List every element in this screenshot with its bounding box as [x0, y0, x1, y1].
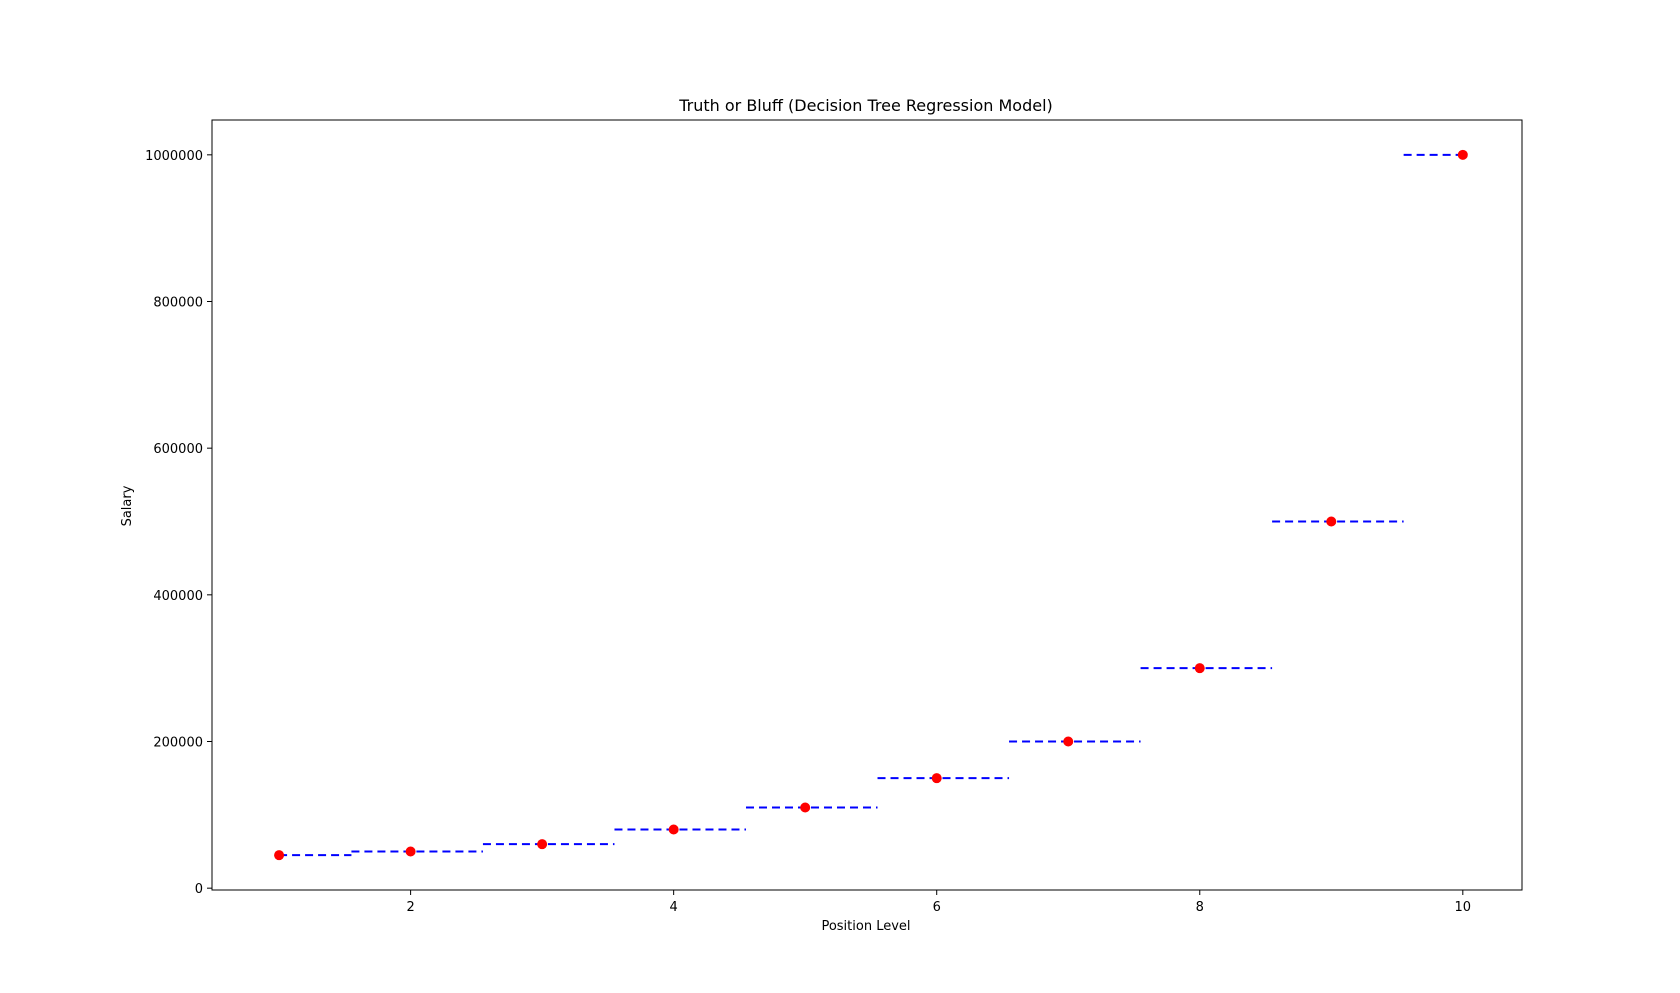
- x-tick-label: 4: [670, 900, 678, 915]
- plot-frame: [211, 119, 1523, 891]
- y-tick-label: 1000000: [145, 149, 203, 164]
- data-point: [1457, 149, 1468, 160]
- x-tick-label: 8: [1196, 900, 1204, 915]
- data-point: [537, 839, 548, 850]
- data-point: [1194, 663, 1205, 674]
- x-axis: 2 4 6 8 10: [406, 890, 1471, 915]
- y-tick-label: 200000: [153, 736, 203, 751]
- x-tick-label: 2: [406, 900, 414, 915]
- data-point: [1326, 516, 1337, 527]
- y-axis: 0 200000 400000 600000 800000 1000000: [145, 149, 212, 897]
- data-point: [800, 802, 811, 813]
- y-tick-label: 400000: [153, 589, 203, 604]
- x-axis-label: Position Level: [821, 919, 910, 934]
- y-axis-label: Salary: [120, 485, 135, 526]
- x-tick-label: 10: [1455, 900, 1472, 915]
- y-tick-label: 0: [195, 882, 203, 897]
- data-point: [274, 850, 285, 861]
- data-point: [668, 824, 679, 835]
- y-tick-label: 600000: [153, 442, 203, 457]
- data-point: [405, 846, 416, 857]
- data-point: [931, 773, 942, 784]
- y-tick-label: 800000: [153, 296, 203, 311]
- x-tick-label: 6: [933, 900, 941, 915]
- data-point: [1063, 736, 1074, 747]
- plot-area: [274, 149, 1468, 861]
- chart-title: Truth or Bluff (Decision Tree Regression…: [678, 96, 1053, 115]
